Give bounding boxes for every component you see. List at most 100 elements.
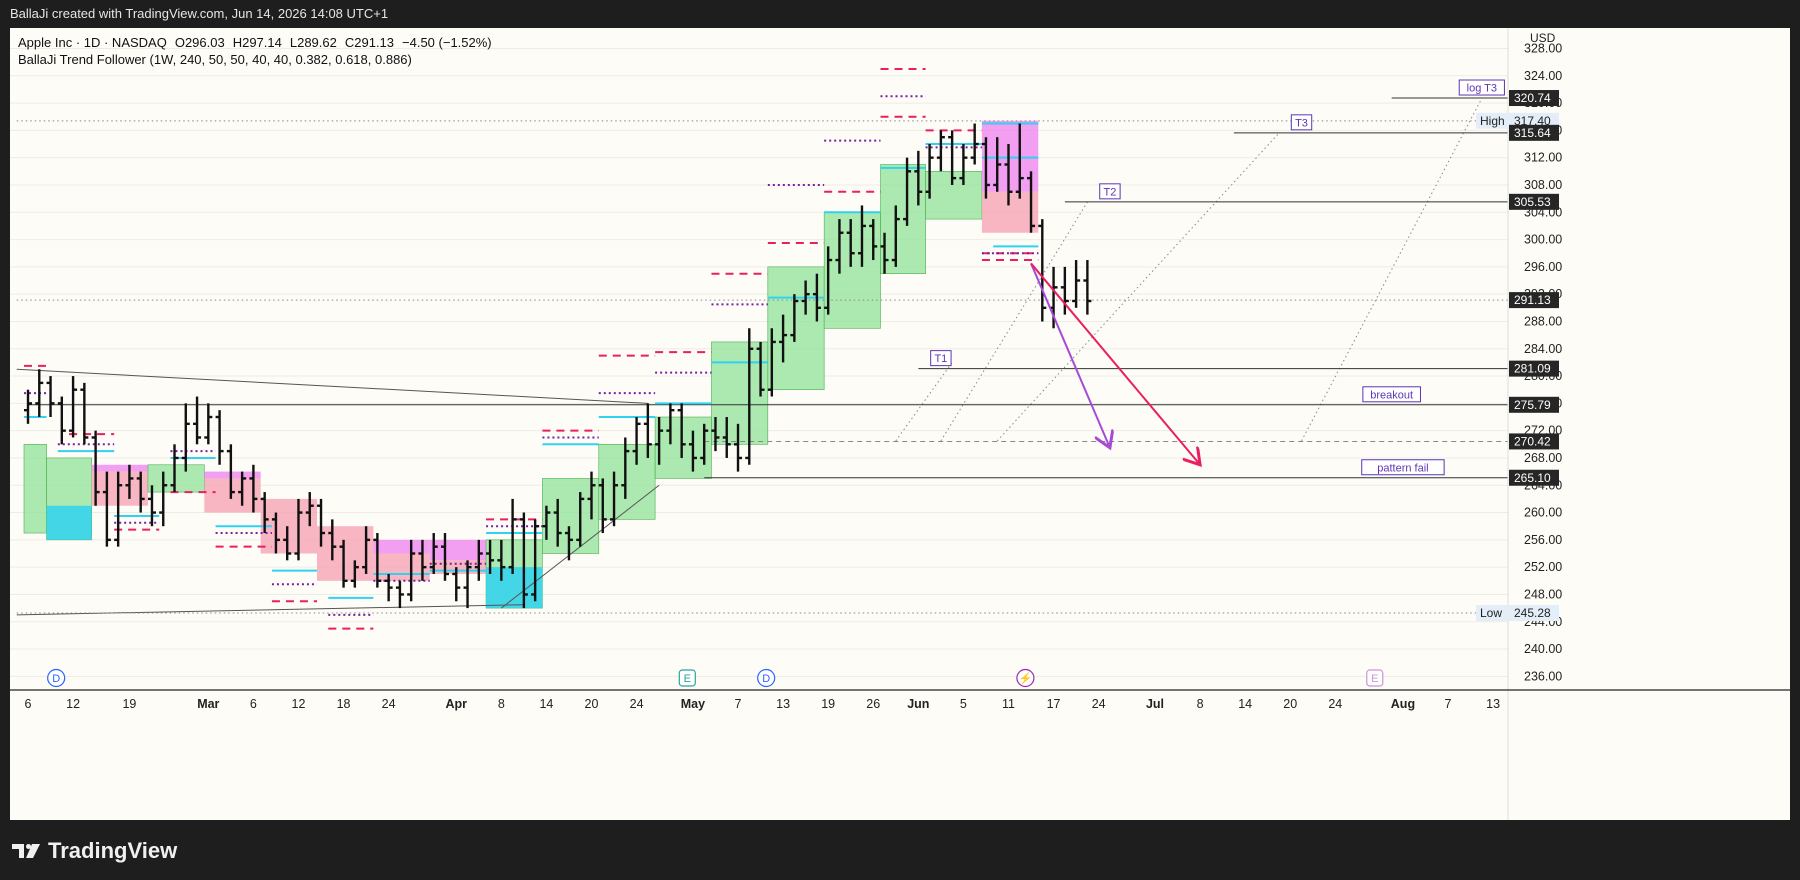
level-tag-pattern-fail: pattern fail — [1361, 459, 1445, 476]
event-earnings-future-icon: E — [1366, 669, 1384, 687]
trend-box-green — [711, 341, 769, 445]
ohlc-bar — [722, 417, 731, 458]
price-label-tag-text: High — [1480, 114, 1505, 128]
ohlc-bar — [114, 471, 123, 547]
ohlc-bar — [677, 403, 686, 458]
ohlc-bar — [542, 505, 551, 540]
trend-box-magenta — [91, 464, 148, 472]
price-label-tag-text: Low — [1480, 606, 1502, 620]
price-label-box — [1509, 193, 1559, 210]
ohlc-bar — [1083, 260, 1092, 315]
ohlc-bar — [1038, 219, 1047, 322]
price-label-281-09: 281.09 — [1509, 360, 1559, 377]
time-tick-label: 19 — [821, 697, 835, 711]
ohlc-bar — [835, 219, 844, 274]
price-label-box — [1509, 605, 1559, 622]
ohlc-bar — [734, 423, 743, 472]
event-marker-frame — [1016, 668, 1035, 688]
ohlc-bar — [779, 314, 788, 363]
trend-box-pink — [373, 553, 430, 581]
time-tick-label: 8 — [498, 697, 505, 711]
ohlc-bar — [936, 130, 945, 172]
time-tick-label: 24 — [630, 697, 644, 711]
price-label-317-40: 317.40 High — [1476, 112, 1559, 129]
export-header-text: BallaJi created with TradingView.com, Ju… — [10, 6, 389, 21]
trend-box-cyan — [46, 505, 92, 540]
ohlc-bar — [564, 526, 573, 561]
ohlc-bar — [643, 403, 652, 458]
trend-box-magenta — [373, 539, 430, 554]
ohlc-bar — [959, 144, 968, 185]
ohlc-bar — [497, 539, 506, 581]
ohlc-bar — [824, 246, 833, 315]
target-arrow-purple — [1030, 263, 1110, 447]
tradingview-wordmark: TradingView — [48, 838, 178, 863]
ohlc-bar — [745, 328, 754, 465]
ohlc-bar — [914, 150, 923, 206]
ohlc-bar — [688, 430, 697, 472]
event-dividend-icon: D — [757, 668, 776, 688]
price-label-text: 281.09 — [1514, 362, 1551, 376]
price-tick-label: 252.00 — [1524, 560, 1562, 574]
price-chart[interactable]: T1 T2 T3 log T3 breakout pattern fail D E D ⚡ E USD… — [10, 28, 1790, 820]
ohlc-bar — [46, 376, 55, 418]
price-label-265-10: 265.10 — [1509, 469, 1559, 486]
level-tag-box — [1290, 114, 1313, 131]
ohlc-bar — [801, 280, 810, 315]
price-label-box — [1509, 90, 1559, 107]
time-tick-label: 6 — [250, 697, 257, 711]
ohlc-bar — [1027, 171, 1036, 233]
ohlc-bar — [147, 485, 156, 527]
time-tick-label: 8 — [1197, 697, 1204, 711]
price-label-box — [1509, 396, 1559, 413]
ohlc-bar — [373, 533, 382, 588]
time-tick-label: 20 — [585, 697, 599, 711]
event-marker-text: D — [52, 673, 60, 685]
trend-box-green — [23, 444, 47, 534]
time-tick-label: 17 — [1047, 697, 1061, 711]
price-label-box — [1509, 433, 1559, 450]
time-tick-label: 14 — [539, 697, 553, 711]
time-tick-label: May — [681, 697, 705, 711]
time-tick-label: Mar — [197, 697, 219, 711]
ohlc-bar — [215, 410, 224, 465]
ohlc-bar — [57, 396, 66, 445]
ohlc-bar — [317, 498, 326, 547]
ohlc-bar — [925, 144, 934, 199]
level-tag-T3: T3 — [1290, 114, 1313, 131]
ohlc-bar — [283, 526, 292, 561]
ohlc-bar — [452, 567, 461, 602]
price-label-305-53: 305.53 — [1509, 193, 1559, 210]
time-tick-label: 24 — [1092, 697, 1106, 711]
level-tag-box — [1362, 386, 1421, 403]
time-tick-label: 13 — [1486, 697, 1500, 711]
time-tick-label: 19 — [122, 697, 136, 711]
chart-panel[interactable]: T1 T2 T3 log T3 breakout pattern fail D E D ⚡ E USD… — [10, 28, 1790, 820]
ohlc-bar — [891, 205, 900, 267]
price-tick-label: 288.00 — [1524, 314, 1562, 328]
price-tick-label: 284.00 — [1524, 342, 1562, 356]
level-tag-box — [930, 350, 952, 367]
ohlc-bar — [790, 294, 799, 342]
footer: TradingView — [0, 820, 1800, 880]
ohlc-bar — [362, 526, 371, 574]
price-tick-label: 236.00 — [1524, 669, 1562, 683]
ohlc-bar — [328, 519, 337, 561]
time-tick-label: 6 — [25, 697, 32, 711]
ohlc-bar — [756, 341, 765, 397]
ohlc-bar — [812, 273, 821, 322]
ohlc-bar — [880, 232, 889, 274]
price-tick-label: 324.00 — [1524, 69, 1562, 83]
ohlc-bar — [970, 123, 979, 165]
ohlc-bar — [193, 396, 202, 445]
price-label-box — [1509, 112, 1559, 129]
trend-line — [940, 201, 1088, 442]
trend-line — [16, 368, 648, 404]
tradingview-logo[interactable]: TradingView — [12, 838, 177, 864]
time-tick-label: Aug — [1391, 697, 1415, 711]
ohlc-bar — [700, 423, 709, 465]
ohlc-bar — [767, 328, 776, 397]
trend-box-magenta — [981, 120, 1039, 192]
ohlc-bar — [226, 444, 235, 499]
ohlc-bar — [238, 471, 247, 506]
